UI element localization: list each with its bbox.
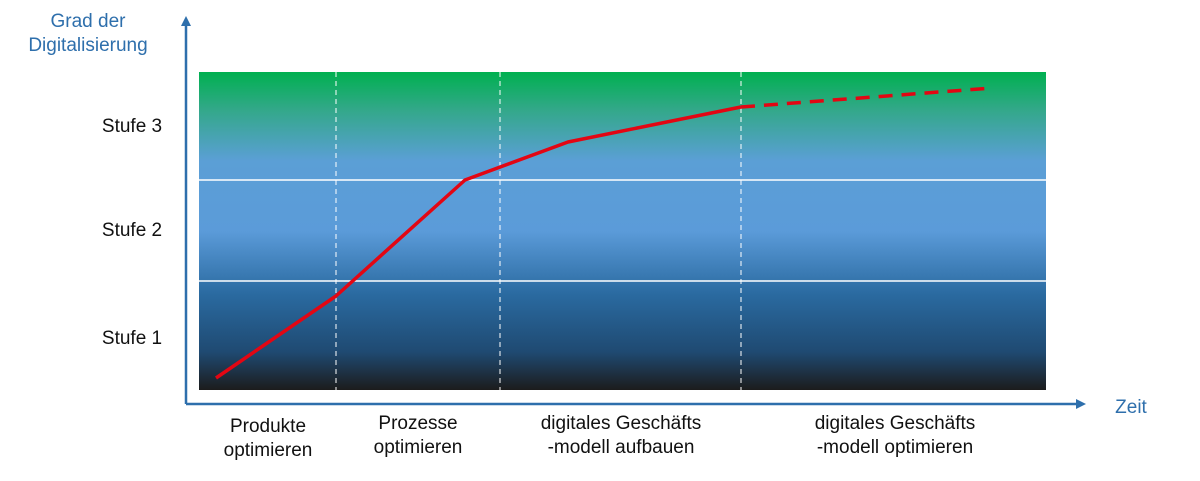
phase-label-processes: Prozesse optimieren [373,413,463,458]
phase-label-products: Produkte optimieren [223,416,313,461]
phase-label-build-business-model: digitales Geschäfts -modell aufbauen [540,413,702,458]
phase-label-optimize-business-model: digitales Geschäfts -modell optimieren [814,413,976,458]
level-label-1: Stufe 1 [101,328,163,349]
level-label-2: Stufe 2 [101,220,163,241]
x-axis-title: Zeit [1115,397,1147,418]
digitalization-curve-projection [740,86,993,109]
y-axis-title: Grad der Digitalisierung [28,11,148,56]
digitalization-curve [215,105,742,380]
level-label-3: Stufe 3 [101,116,163,137]
digitalization-panel [199,72,1046,390]
